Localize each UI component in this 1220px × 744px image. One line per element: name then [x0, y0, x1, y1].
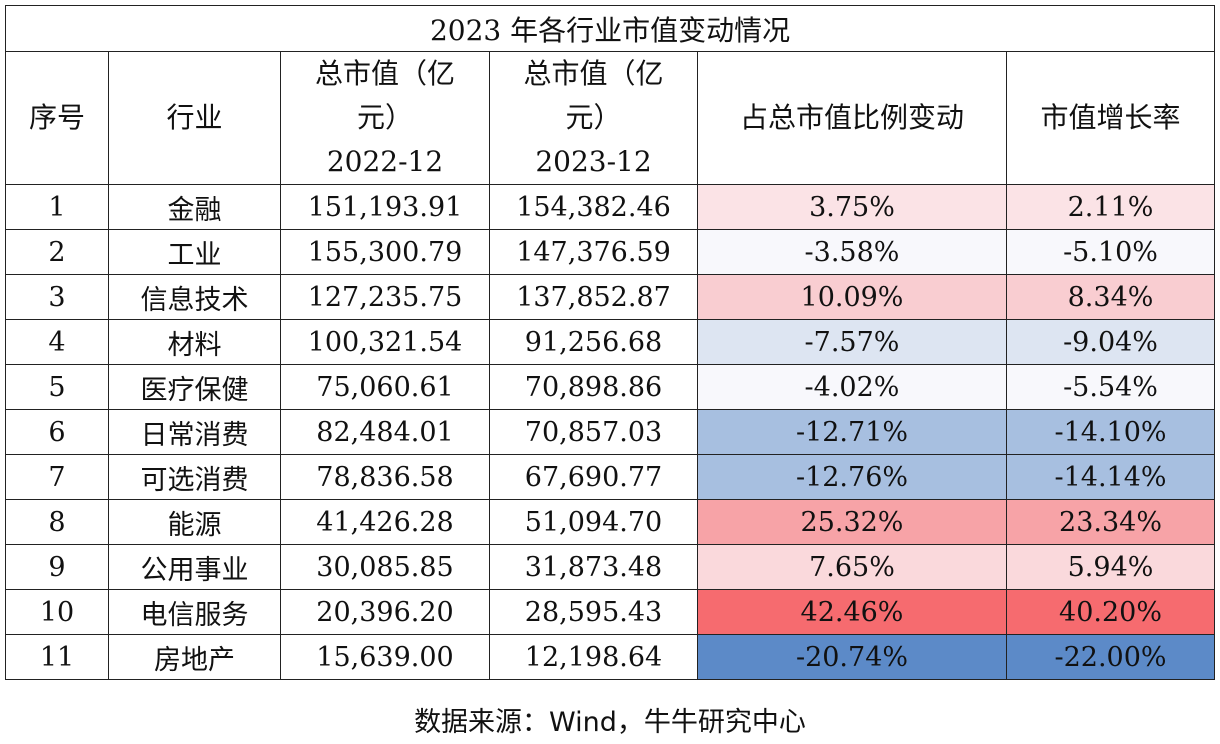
- cell-mv2023: 51,094.70: [489, 499, 698, 545]
- cell-ratio-change: -12.71%: [697, 409, 1007, 455]
- cell-mv2022: 100,321.54: [280, 319, 490, 365]
- header-row: 序号 行业 总市值（亿 元） 2022-12 总市值（亿 元） 2023-12 …: [5, 51, 1216, 185]
- table-row: 5 医疗保健 75,060.61 70,898.86 -4.02% -5.54%: [5, 364, 1216, 410]
- header-mv2023-line3: 2023-12: [535, 145, 652, 178]
- table-row: 4 材料 100,321.54 91,256.68 -7.57% -9.04%: [5, 319, 1216, 365]
- table-row: 6 日常消费 82,484.01 70,857.03 -12.71% -14.10%: [5, 409, 1216, 455]
- cell-ratio-change: 3.75%: [697, 184, 1007, 230]
- cell-mv2023: 28,595.43: [489, 589, 698, 635]
- table-row: 10 电信服务 20,396.20 28,595.43 42.46% 40.20%: [5, 589, 1216, 635]
- source-note: 数据来源：Wind，牛牛研究中心: [414, 707, 806, 738]
- cell-mv2022: 127,235.75: [280, 274, 490, 320]
- cell-mv2022: 75,060.61: [280, 364, 490, 410]
- cell-industry: 材料: [108, 319, 281, 365]
- cell-mv2023: 70,898.86: [489, 364, 698, 410]
- cell-mv2023: 137,852.87: [489, 274, 698, 320]
- cell-mv2022: 41,426.28: [280, 499, 490, 545]
- table-title: 2023 年各行业市值变动情况: [4, 5, 1216, 52]
- cell-ratio-change: 7.65%: [697, 544, 1007, 590]
- cell-mv2022: 30,085.85: [280, 544, 490, 590]
- cell-ratio-change: -7.57%: [697, 319, 1007, 365]
- cell-ratio-change: -4.02%: [697, 364, 1007, 410]
- table-body: 1 金融 151,193.91 154,382.46 3.75% 2.11% 2 工业 155,…: [5, 184, 1216, 680]
- cell-growth: 5.94%: [1005, 544, 1216, 590]
- table-row: 9 公用事业 30,085.85 31,873.48 7.65% 5.94%: [5, 544, 1216, 590]
- cell-growth: -9.04%: [1005, 319, 1216, 365]
- cell-industry: 房地产: [108, 634, 281, 680]
- cell-growth: 8.34%: [1005, 274, 1216, 320]
- table-row: 2 工业 155,300.79 147,376.59 -3.58% -5.10%: [5, 229, 1216, 275]
- cell-industry: 公用事业: [108, 544, 281, 590]
- header-ratio-change: 占总市值比例变动: [697, 51, 1007, 185]
- cell-seq: 1: [5, 184, 109, 230]
- cell-industry: 信息技术: [108, 274, 281, 320]
- cell-mv2022: 151,193.91: [280, 184, 490, 230]
- title-row: 2023 年各行业市值变动情况: [4, 5, 1216, 52]
- cell-mv2023: 67,690.77: [489, 454, 698, 500]
- cell-ratio-change: 25.32%: [697, 499, 1007, 545]
- cell-industry: 工业: [108, 229, 281, 275]
- cell-seq: 3: [5, 274, 109, 320]
- header-mv2022: 总市值（亿 元） 2022-12: [280, 51, 490, 185]
- cell-mv2022: 20,396.20: [280, 589, 490, 635]
- cell-seq: 2: [5, 229, 109, 275]
- cell-mv2022: 15,639.00: [280, 634, 490, 680]
- cell-growth: -5.10%: [1005, 229, 1216, 275]
- header-mv2023-line2: 元）: [565, 101, 622, 134]
- header-mv2022-line2: 元）: [356, 101, 413, 134]
- cell-ratio-change: 10.09%: [697, 274, 1007, 320]
- cell-seq: 8: [5, 499, 109, 545]
- cell-mv2022: 78,836.58: [280, 454, 490, 500]
- cell-ratio-change: -20.74%: [697, 634, 1007, 680]
- header-mv2022-line3: 2022-12: [326, 145, 444, 178]
- cell-growth: -14.10%: [1005, 409, 1216, 455]
- cell-mv2022: 82,484.01: [280, 409, 490, 455]
- cell-industry: 能源: [108, 499, 281, 545]
- cell-seq: 10: [5, 589, 109, 635]
- cell-seq: 5: [5, 364, 109, 410]
- table-row: 1 金融 151,193.91 154,382.46 3.75% 2.11%: [5, 184, 1216, 230]
- cell-seq: 6: [5, 409, 109, 455]
- cell-ratio-change: 42.46%: [697, 589, 1007, 635]
- cell-industry: 电信服务: [108, 589, 281, 635]
- cell-mv2023: 70,857.03: [489, 409, 698, 455]
- header-growth: 市值增长率: [1005, 51, 1216, 185]
- cell-mv2023: 91,256.68: [489, 319, 698, 365]
- header-mv2022-line1: 总市值（亿: [314, 57, 455, 90]
- table-row: 8 能源 41,426.28 51,094.70 25.32% 23.34%: [5, 499, 1216, 545]
- cell-industry: 医疗保健: [108, 364, 281, 410]
- header-seq: 序号: [5, 51, 109, 185]
- cell-mv2023: 154,382.46: [489, 184, 698, 230]
- cell-growth: 2.11%: [1005, 184, 1216, 230]
- cell-mv2023: 12,198.64: [489, 634, 698, 680]
- cell-industry: 金融: [108, 184, 281, 230]
- table-row: 7 可选消费 78,836.58 67,690.77 -12.76% -14.14%: [5, 454, 1216, 500]
- cell-seq: 9: [5, 544, 109, 590]
- cell-industry: 可选消费: [108, 454, 281, 500]
- cell-growth: 23.34%: [1005, 499, 1216, 545]
- cell-growth: 40.20%: [1005, 589, 1216, 635]
- header-industry: 行业: [108, 51, 281, 185]
- cell-mv2023: 147,376.59: [489, 229, 698, 275]
- header-mv2023: 总市值（亿 元） 2023-12: [489, 51, 698, 185]
- cell-seq: 11: [5, 634, 109, 680]
- cell-mv2023: 31,873.48: [489, 544, 698, 590]
- table-row: 3 信息技术 127,235.75 137,852.87 10.09% 8.34%: [5, 274, 1216, 320]
- cell-seq: 4: [5, 319, 109, 365]
- cell-growth: -14.14%: [1005, 454, 1216, 500]
- market-value-table: 2023 年各行业市值变动情况 序号 行业 总市值（亿 元） 2022-12 总…: [4, 5, 1216, 680]
- cell-ratio-change: -3.58%: [697, 229, 1007, 275]
- cell-ratio-change: -12.76%: [697, 454, 1007, 500]
- cell-growth: -5.54%: [1005, 364, 1216, 410]
- cell-seq: 7: [5, 454, 109, 500]
- cell-mv2022: 155,300.79: [280, 229, 490, 275]
- cell-industry: 日常消费: [108, 409, 281, 455]
- table-row: 11 房地产 15,639.00 12,198.64 -20.74% -22.00%: [5, 634, 1216, 680]
- cell-growth: -22.00%: [1005, 634, 1216, 680]
- header-mv2023-line1: 总市值（亿: [523, 57, 664, 90]
